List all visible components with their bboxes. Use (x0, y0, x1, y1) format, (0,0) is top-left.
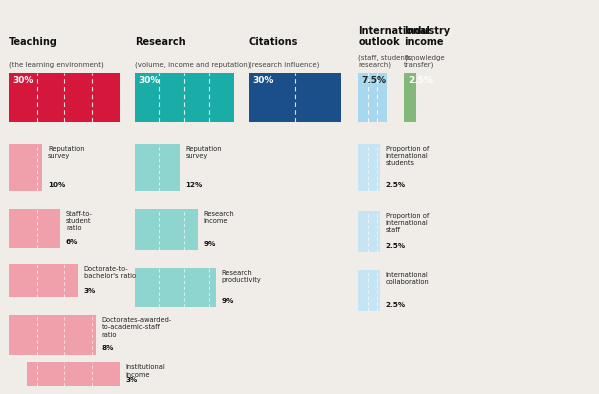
Text: 30%: 30% (252, 76, 274, 85)
Text: Research
productivity: Research productivity (222, 270, 261, 283)
Bar (358, 270, 380, 311)
Bar (135, 268, 216, 307)
Text: (the learning environment): (the learning environment) (9, 61, 104, 68)
Text: 2.5%: 2.5% (408, 76, 433, 85)
Text: 30%: 30% (13, 76, 34, 85)
Text: 2.5%: 2.5% (386, 182, 406, 188)
Text: 9%: 9% (222, 298, 234, 304)
Text: Research: Research (135, 37, 186, 47)
Bar (9, 144, 42, 191)
Text: Staff-to-
student
ratio: Staff-to- student ratio (66, 211, 93, 231)
Bar (27, 362, 120, 386)
Bar (135, 209, 198, 250)
Text: 2.5%: 2.5% (386, 302, 406, 308)
Text: 2.5%: 2.5% (386, 243, 406, 249)
Text: Doctorates-awarded-
to-academic-staff
ratio: Doctorates-awarded- to-academic-staff ra… (102, 317, 172, 338)
Text: Citations: Citations (249, 37, 298, 47)
Bar (249, 73, 341, 122)
Bar (358, 144, 380, 191)
Text: Reputation
survey: Reputation survey (186, 146, 222, 159)
Text: Teaching: Teaching (9, 37, 58, 47)
Text: Reputation
survey: Reputation survey (48, 146, 84, 159)
Bar (9, 315, 96, 355)
Bar (358, 211, 380, 252)
Bar (358, 73, 387, 122)
Text: 3%: 3% (84, 288, 96, 294)
Text: (volume, income and reputation): (volume, income and reputation) (135, 61, 250, 68)
Text: 12%: 12% (186, 182, 203, 188)
Text: Proportion of
international
students: Proportion of international students (386, 146, 429, 166)
Text: Proportion of
international
staff: Proportion of international staff (386, 213, 429, 233)
Text: 30%: 30% (138, 76, 160, 85)
Text: (research influence): (research influence) (249, 61, 319, 68)
Text: 8%: 8% (102, 346, 114, 351)
Text: 6%: 6% (66, 239, 78, 245)
Bar (9, 209, 60, 248)
Text: 10%: 10% (48, 182, 65, 188)
Text: Research
income: Research income (204, 211, 234, 224)
Text: 3%: 3% (126, 377, 138, 383)
Text: International
outlook: International outlook (358, 26, 430, 47)
Text: (staff, students,
research): (staff, students, research) (358, 54, 414, 68)
Bar (135, 73, 234, 122)
Text: Industry
income: Industry income (404, 26, 450, 47)
Text: (knowledge
transfer): (knowledge transfer) (404, 54, 445, 68)
Text: International
collaboration: International collaboration (386, 272, 429, 285)
Text: Institutional
income: Institutional income (126, 364, 165, 378)
Bar (9, 264, 78, 297)
Text: 9%: 9% (204, 241, 216, 247)
Bar (404, 73, 416, 122)
Text: 7.5%: 7.5% (362, 76, 387, 85)
Text: Doctorate-to-
bachelor's ratio: Doctorate-to- bachelor's ratio (84, 266, 136, 279)
Bar (135, 144, 180, 191)
Bar (9, 73, 120, 122)
